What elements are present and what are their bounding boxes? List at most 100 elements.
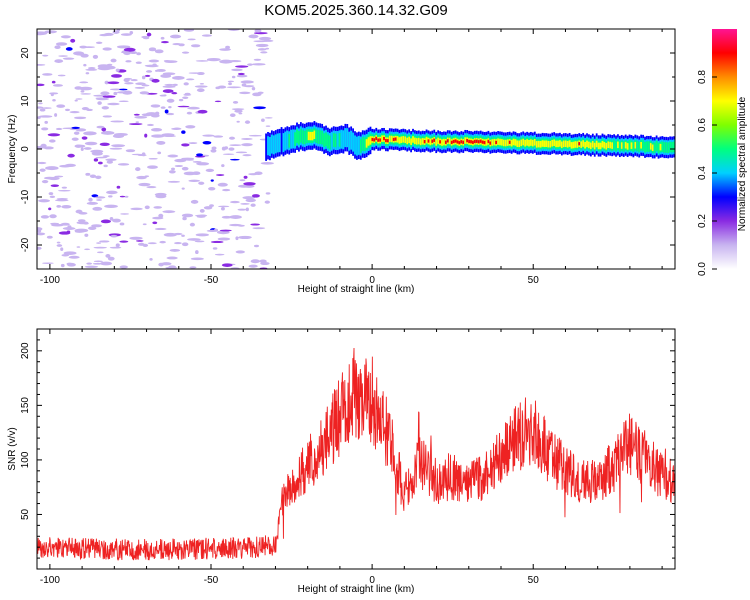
noise-blob — [189, 222, 195, 227]
trace-cell — [305, 129, 308, 144]
trace-cell — [301, 130, 304, 144]
trace-cell — [497, 138, 499, 145]
noise-blob — [142, 243, 149, 248]
noise-blob — [50, 184, 60, 187]
noise-blob — [54, 199, 69, 202]
noise-blob — [140, 242, 144, 246]
noise-blob — [48, 207, 52, 211]
noise-blob — [183, 82, 189, 86]
trace-cell — [622, 141, 625, 152]
colorbar-label: Normalized spectral amplitude — [737, 96, 748, 231]
noise-blob — [38, 115, 53, 118]
noise-blob — [135, 167, 141, 172]
noise-blob — [154, 69, 159, 72]
noise-blob — [97, 161, 103, 165]
snr-series-line — [37, 348, 675, 562]
noise-blob — [150, 127, 163, 132]
trace-cell — [597, 142, 600, 150]
trace-cell — [493, 138, 496, 146]
trace-cell — [265, 133, 267, 161]
noise-blob — [71, 126, 80, 129]
noise-blob — [84, 265, 99, 268]
trace-cell — [518, 140, 521, 148]
noise-blob — [102, 47, 112, 51]
noise-blob — [214, 253, 225, 256]
trace-cell — [386, 139, 389, 143]
colorbar-tick-label: 0.6 — [697, 118, 708, 132]
noise-blob — [135, 82, 146, 86]
trace-cell — [671, 141, 673, 153]
noise-blob — [239, 91, 251, 95]
trace-cell — [653, 142, 656, 154]
noise-blob — [221, 146, 226, 151]
snr-x-tick-label: 50 — [528, 575, 540, 586]
noise-blob — [135, 240, 144, 242]
colorbar-axis: 0.0 0.2 0.4 0.6 0.8 — [697, 70, 717, 276]
noise-blob — [167, 154, 179, 158]
noise-blob — [41, 180, 49, 184]
trace-cell — [470, 140, 472, 144]
noise-blob — [210, 240, 224, 244]
trace-cell — [657, 142, 660, 154]
noise-blob — [254, 171, 263, 175]
colorbar-tick-label: 0.2 — [697, 214, 708, 228]
trace-cell — [361, 137, 364, 151]
trace-cell — [313, 130, 316, 139]
noise-blob — [258, 36, 272, 41]
noise-blob — [111, 144, 126, 148]
trace-cell — [429, 138, 432, 146]
trace-cell — [593, 142, 596, 150]
noise-blob — [117, 163, 130, 166]
noise-blob — [177, 105, 190, 108]
trace-cell — [319, 130, 322, 144]
noise-blob — [235, 65, 249, 68]
trace-cell — [282, 133, 285, 153]
noise-blob — [162, 89, 174, 93]
spectrogram-y-tick-label: 10 — [20, 95, 31, 107]
noise-blob — [252, 92, 262, 97]
trace-cell — [661, 141, 664, 153]
noise-blob — [171, 91, 178, 95]
noise-blob — [68, 255, 80, 259]
noise-blob — [181, 242, 189, 247]
trace-cell — [385, 138, 387, 143]
noise-blob — [182, 96, 189, 99]
trace-cell — [431, 139, 434, 143]
noise-blob — [181, 130, 186, 134]
noise-blob — [154, 49, 164, 54]
noise-blob — [54, 175, 64, 178]
trace-cell — [450, 140, 453, 145]
noise-blob — [124, 77, 133, 80]
trace-cell — [336, 131, 339, 151]
noise-blob — [112, 218, 121, 223]
trace-cell — [408, 136, 411, 144]
noise-blob — [136, 175, 147, 180]
noise-blob — [186, 78, 195, 81]
trace-cell — [485, 139, 488, 146]
noise-blob — [66, 262, 73, 266]
spectrogram-x-tick-label: 50 — [528, 275, 540, 286]
trace-cell — [591, 141, 594, 148]
noise-blob — [210, 179, 214, 182]
noise-blob — [83, 222, 89, 225]
noise-blob — [135, 121, 140, 124]
noise-blob — [172, 83, 178, 86]
noise-blob — [248, 264, 258, 268]
noise-blob — [56, 244, 63, 247]
noise-blob — [109, 246, 122, 249]
trace-cell — [452, 139, 455, 144]
noise-blob — [234, 109, 243, 113]
trace-cell — [651, 144, 654, 152]
noise-blob — [60, 35, 71, 39]
noise-blob — [66, 230, 71, 233]
trace-cell — [270, 134, 273, 154]
noise-blob — [133, 113, 140, 116]
noise-blob — [88, 197, 93, 202]
noise-blob — [158, 213, 164, 218]
trace-cell — [375, 136, 378, 141]
noise-blob — [236, 74, 248, 78]
noise-blob — [188, 142, 198, 144]
noise-blob — [146, 32, 152, 37]
noise-blob — [248, 34, 259, 39]
noise-blob — [70, 38, 76, 43]
